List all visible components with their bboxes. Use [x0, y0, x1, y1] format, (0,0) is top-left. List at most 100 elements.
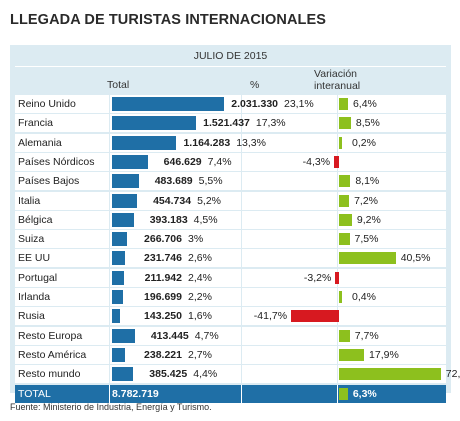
percent-value: 2,2% — [188, 291, 212, 303]
country-label: TOTAL — [18, 387, 51, 400]
column-divider — [109, 326, 110, 345]
data-table: JULIO DE 2015 Total % Variación interanu… — [10, 45, 460, 403]
column-divider — [337, 191, 338, 210]
variation-value: 0,2% — [352, 136, 376, 149]
column-divider — [109, 133, 110, 152]
table-row: Resto Europa 413.445 4,7% 7,7% — [15, 326, 446, 345]
table-row: Bélgica 393.183 4,5% 9,2% — [15, 210, 446, 229]
variation-value: 40,5% — [400, 252, 431, 265]
column-divider — [241, 152, 242, 171]
variation-bar — [339, 329, 350, 342]
header-divider — [15, 66, 446, 67]
column-divider — [109, 249, 110, 268]
country-label: Suiza — [18, 233, 45, 246]
column-divider — [241, 172, 242, 191]
column-divider — [109, 95, 110, 113]
column-divider — [109, 230, 110, 249]
total-value: 483.689 — [154, 175, 193, 188]
total-value: 393.183 — [149, 213, 188, 226]
column-divider — [241, 365, 242, 384]
column-divider — [337, 95, 338, 113]
variation-value: 0,4% — [352, 291, 376, 303]
variation-value: 7,5% — [354, 233, 379, 246]
column-divider — [337, 326, 338, 345]
column-divider — [241, 268, 242, 287]
table-row: Países Bajos 483.689 5,5% 8,1% — [15, 172, 446, 191]
total-value: 385.425 — [149, 368, 188, 381]
column-divider — [241, 133, 242, 152]
country-label: Resto mundo — [18, 368, 81, 381]
table-row: Reino Unido 2.031.330 23,1% 6,4% — [15, 95, 446, 113]
total-bar — [112, 174, 139, 189]
total-bar — [112, 193, 138, 208]
country-label: Reino Unido — [18, 98, 76, 110]
percent-value: 5,2% — [197, 194, 221, 207]
column-header-variation: Variación interanual — [314, 68, 384, 92]
column-divider — [109, 384, 110, 403]
percent-value: 4,4% — [193, 368, 218, 381]
country-label: EE UU — [18, 252, 51, 265]
table-row: Resto América 238.221 2,7% 17,9% — [15, 345, 446, 364]
total-value: 196.699 — [144, 291, 182, 303]
variation-bar — [334, 155, 339, 168]
column-divider — [241, 288, 242, 306]
column-divider — [241, 95, 242, 113]
column-divider — [241, 326, 242, 345]
variation-value: 17,9% — [369, 348, 399, 361]
variation-value: -41,7% — [253, 310, 288, 323]
variation-value: 72,7% — [445, 368, 460, 381]
total-bar — [112, 270, 124, 285]
variation-bar — [339, 291, 342, 303]
column-divider — [337, 133, 338, 152]
total-bar — [112, 135, 177, 150]
table-row: Irlanda 196.699 2,2% 0,4% — [15, 288, 446, 306]
total-value: 454.734 — [153, 194, 192, 207]
column-divider — [337, 345, 338, 364]
percent-value: 5,5% — [198, 175, 223, 188]
variation-value: 9,2% — [356, 213, 381, 226]
variation-bar — [339, 175, 351, 188]
total-value: 646.629 — [163, 155, 202, 168]
table-row: Alemania 1.164.283 13,3% 0,2% — [15, 133, 446, 152]
column-divider — [109, 268, 110, 287]
variation-value: 6,4% — [352, 98, 377, 110]
country-label: Irlanda — [18, 291, 51, 303]
total-value: 211.942 — [144, 271, 182, 284]
variation-bar — [339, 213, 352, 226]
total-value: 8.782.719 — [112, 387, 159, 400]
total-bar — [112, 116, 196, 131]
total-bar — [112, 290, 123, 304]
column-divider — [109, 210, 110, 229]
column-header-variation-line2: interanual — [314, 80, 361, 92]
country-label: Países Bajos — [18, 175, 80, 188]
column-divider — [241, 114, 242, 133]
variation-bar — [335, 271, 339, 284]
country-label: Rusia — [18, 310, 45, 323]
country-label: Portugal — [18, 271, 58, 284]
variation-value: 8,5% — [355, 117, 380, 130]
variation-value: 8,1% — [355, 175, 380, 188]
total-bar — [112, 154, 148, 169]
percent-value: 2,6% — [188, 252, 212, 265]
column-divider — [241, 210, 242, 229]
variation-value: 7,7% — [354, 329, 379, 342]
total-value: 266.706 — [144, 233, 182, 246]
percent-value: 23,1% — [284, 98, 314, 110]
variation-bar — [339, 194, 350, 207]
total-bar — [112, 328, 135, 343]
variation-value: -3,2% — [303, 271, 332, 284]
country-label: Francia — [18, 117, 54, 130]
period-header: JULIO DE 2015 — [193, 50, 268, 62]
column-divider — [109, 345, 110, 364]
variation-bar — [339, 368, 441, 381]
total-bar — [112, 212, 134, 227]
table-row: Portugal 211.942 2,4% -3,2% — [15, 268, 446, 287]
table-row: Italia 454.734 5,2% 7,2% — [15, 191, 446, 210]
table-row: Rusia 143.250 1,6% -41,7% — [15, 307, 446, 326]
total-bar — [112, 232, 127, 247]
column-divider — [109, 152, 110, 171]
variation-value: 7,2% — [354, 194, 379, 207]
percent-value: 1,6% — [188, 310, 212, 323]
variation-bar — [339, 136, 342, 149]
total-bar — [112, 367, 134, 382]
